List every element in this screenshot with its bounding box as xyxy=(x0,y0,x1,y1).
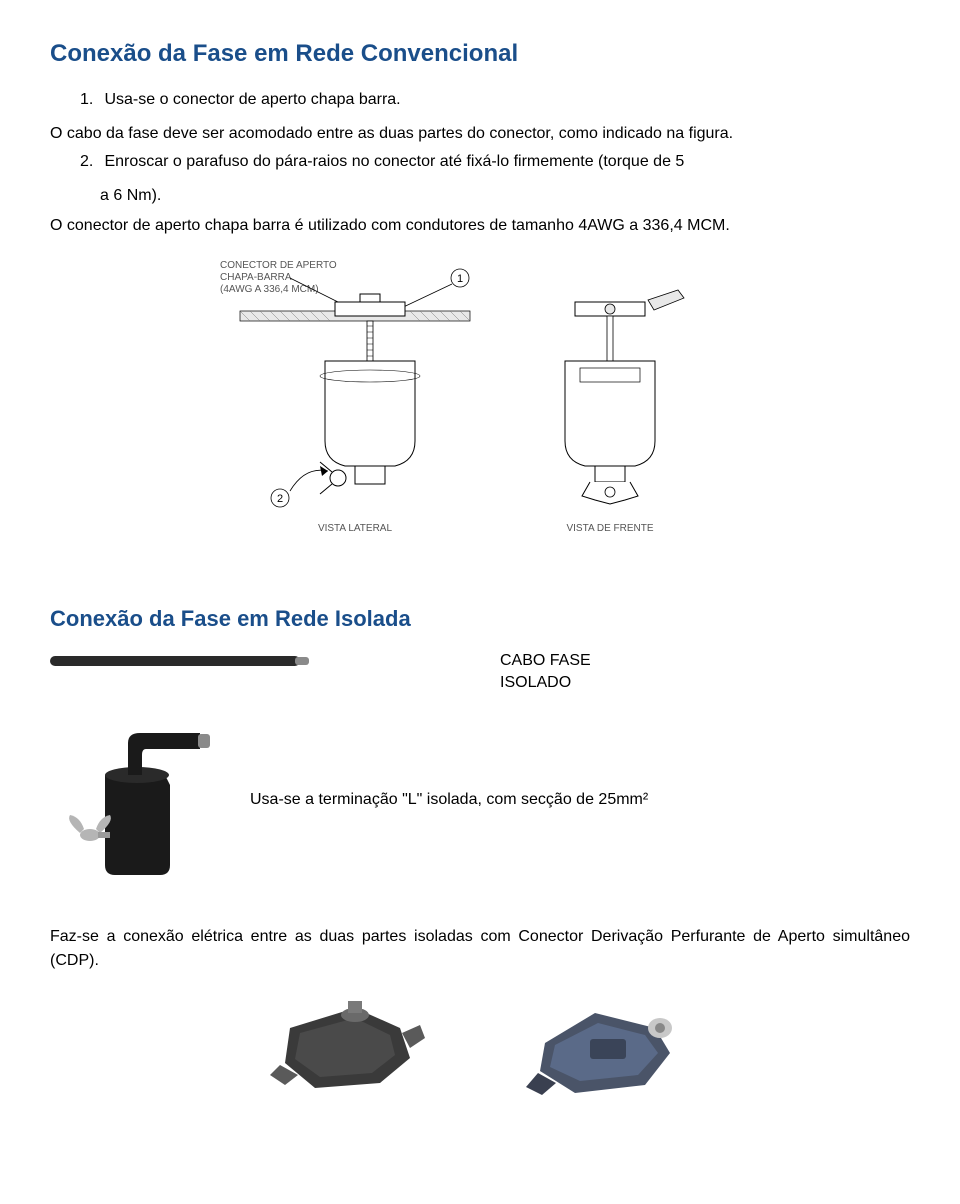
cable-icon xyxy=(50,652,310,670)
list-item-1: 1. Usa-se o conector de aperto chapa bar… xyxy=(80,88,910,112)
figure-connector-diagram: CONECTOR DE APERTO CHAPA-BARRA (4AWG A 3… xyxy=(220,256,740,536)
vista-frente-group xyxy=(565,290,684,504)
callout-2: 2 xyxy=(277,493,283,505)
caption-vista-lateral: VISTA LATERAL xyxy=(318,523,393,534)
termination-l-text: Usa-se a terminação "L" isolada, com sec… xyxy=(250,791,648,809)
fig-label-l1: CONECTOR DE APERTO xyxy=(220,260,337,271)
vista-lateral-group: 2 xyxy=(240,294,470,507)
cdp-connector-left-icon xyxy=(260,993,440,1103)
caption-vista-frente: VISTA DE FRENTE xyxy=(566,523,653,534)
termination-l-icon xyxy=(50,715,220,885)
numbered-list: 1. Usa-se o conector de aperto chapa bar… xyxy=(80,88,910,112)
section1-title: Conexão da Fase em Rede Convencional xyxy=(50,40,910,68)
section2-title: Conexão da Fase em Rede Isolada xyxy=(50,606,910,632)
fig-label-l2: CHAPA-BARRA xyxy=(220,272,292,283)
item2-num: 2. xyxy=(80,150,100,174)
cdp-connectors-row xyxy=(50,993,910,1103)
cdp-connector-right-icon xyxy=(520,993,700,1103)
item2-text: Enroscar o parafuso do pára-raios no con… xyxy=(104,153,684,170)
item1-text: Usa-se o conector de aperto chapa barra. xyxy=(104,91,400,108)
cabo-label-l2: ISOLADO xyxy=(500,672,591,694)
para-after-list: O conector de aperto chapa barra é utili… xyxy=(50,214,910,238)
item2-continuation: a 6 Nm). xyxy=(100,184,910,208)
fig-label-l3: (4AWG A 336,4 MCM) xyxy=(220,284,319,295)
cabo-fase-block: CABO FASE ISOLADO xyxy=(50,652,910,695)
item1-num: 1. xyxy=(80,88,100,112)
cabo-label-l1: CABO FASE xyxy=(500,650,591,672)
diagram-svg: CONECTOR DE APERTO CHAPA-BARRA (4AWG A 3… xyxy=(220,256,740,536)
list-item-2: 2. Enroscar o parafuso do pára-raios no … xyxy=(80,150,910,174)
item1-continuation: O cabo da fase deve ser acomodado entre … xyxy=(50,122,910,146)
cdp-paragraph: Faz-se a conexão elétrica entre as duas … xyxy=(50,925,910,973)
termination-l-row: Usa-se a terminação "L" isolada, com sec… xyxy=(50,715,910,885)
callout-1: 1 xyxy=(457,273,463,285)
numbered-list-2: 2. Enroscar o parafuso do pára-raios no … xyxy=(80,150,910,174)
